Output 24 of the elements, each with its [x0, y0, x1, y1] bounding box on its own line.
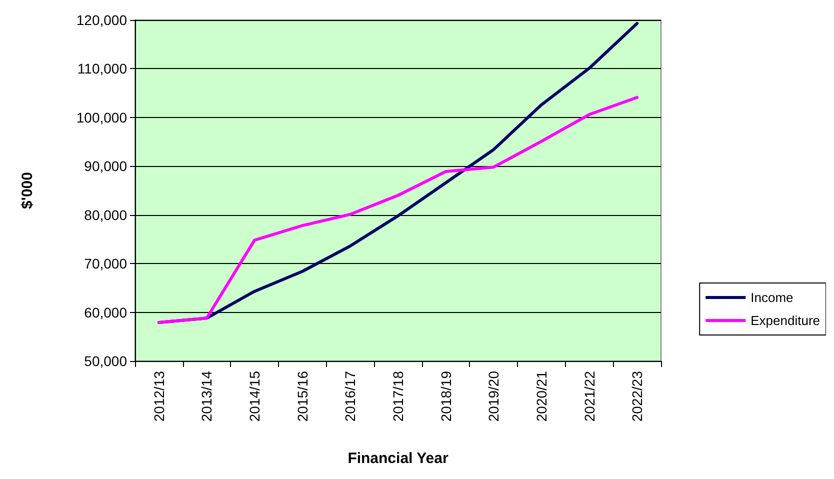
y-tick-label: 120,000 — [76, 12, 128, 28]
legend-label: Income — [750, 290, 794, 305]
line-series — [157, 96, 639, 324]
y-tick-label: 70,000 — [84, 256, 128, 272]
x-tick-label: 2021/22 — [581, 370, 598, 422]
x-tick-label: 2015/16 — [294, 370, 310, 422]
x-tick-label: 2022/23 — [629, 370, 646, 422]
y-tick-label: 110,000 — [77, 60, 128, 77]
legend-label: Expenditure — [750, 313, 820, 328]
x-tick-label: 2016/17 — [342, 370, 358, 422]
x-tick-label: 2014/15 — [246, 370, 263, 422]
y-tick-label: 100,000 — [76, 109, 128, 126]
x-tick-label: 2018/19 — [438, 370, 454, 422]
x-tick-label: 2013/14 — [198, 370, 215, 422]
x-tick-label: 2020/21 — [533, 370, 550, 422]
x-tick-label: 2019/20 — [486, 370, 502, 422]
x-tick-label: 2017/18 — [390, 370, 406, 422]
y-tick-label: 60,000 — [84, 304, 128, 320]
x-tick-label: 2012/13 — [150, 370, 167, 422]
y-axis-title: $'000 — [19, 172, 36, 209]
y-tick-label: 90,000 — [84, 158, 128, 174]
x-axis-title: Financial Year — [348, 450, 448, 467]
y-tick-label: 80,000 — [84, 206, 128, 223]
y-tick-label: 50,000 — [84, 353, 128, 369]
